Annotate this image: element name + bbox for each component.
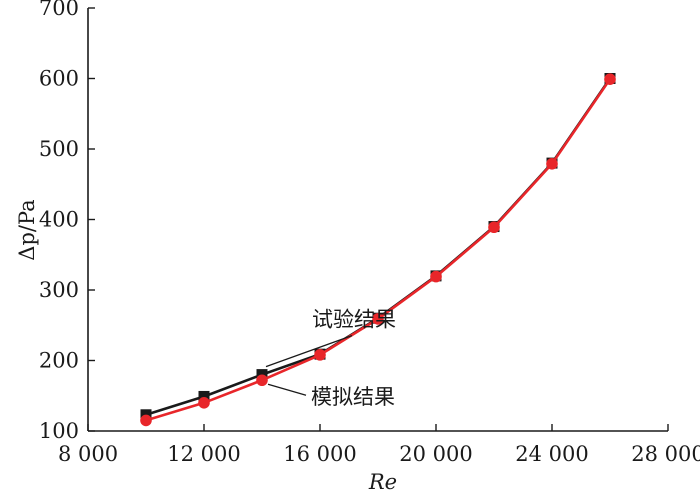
x-tick-label: 24 000: [515, 442, 588, 466]
y-tick-label: 100: [39, 419, 79, 443]
y-tick-label: 200: [39, 349, 79, 373]
data-point-square: [198, 390, 210, 402]
x-tick-label: 12 000: [167, 442, 240, 466]
y-tick-label: 600: [39, 67, 79, 91]
y-tick-label: 400: [39, 208, 79, 232]
series-simulation: [140, 73, 616, 427]
annotation-leader-experimental: [265, 334, 353, 368]
data-point-circle: [372, 313, 384, 325]
data-point-circle: [604, 73, 616, 86]
series-line: [145, 78, 612, 422]
data-point-circle: [546, 158, 558, 170]
x-tick-label: 16 000: [283, 442, 356, 466]
y-tick-label: 300: [39, 278, 79, 302]
x-axis-title-text: Re: [368, 470, 397, 494]
x-tick-label: 28 000: [631, 442, 700, 466]
x-tick-label: 20 000: [399, 442, 472, 466]
data-point-circle: [430, 270, 442, 283]
y-axis-title: Δp/Pa: [15, 199, 39, 260]
y-axis-ticks: 100 200 300 400 500 600 700: [39, 0, 95, 443]
series-layer: [140, 73, 616, 427]
data-point-circle: [314, 349, 326, 361]
annotations: 试验结果 模拟结果: [265, 308, 396, 409]
annotation-label-simulation: 模拟结果: [311, 385, 395, 409]
y-tick-label: 700: [39, 0, 79, 20]
x-axis-ticks: 8 000 12 000 16 000 20 000 24 000 28 000: [58, 424, 700, 466]
series-experimental: [140, 73, 616, 421]
annotation-label-experimental: 试验结果: [312, 308, 396, 332]
data-point-circle: [488, 221, 500, 234]
data-point-circle: [256, 374, 268, 387]
annotation-leader-simulation: [267, 383, 307, 396]
y-tick-label: 500: [39, 137, 79, 161]
y-axis-title-text: Δp/Pa: [15, 199, 39, 260]
data-point-circle: [198, 397, 210, 409]
axes: [87, 8, 668, 432]
data-point-circle: [140, 414, 152, 427]
series-line: [145, 77, 612, 417]
x-tick-label: 8 000: [58, 442, 118, 466]
x-axis-title: Re: [368, 470, 397, 494]
